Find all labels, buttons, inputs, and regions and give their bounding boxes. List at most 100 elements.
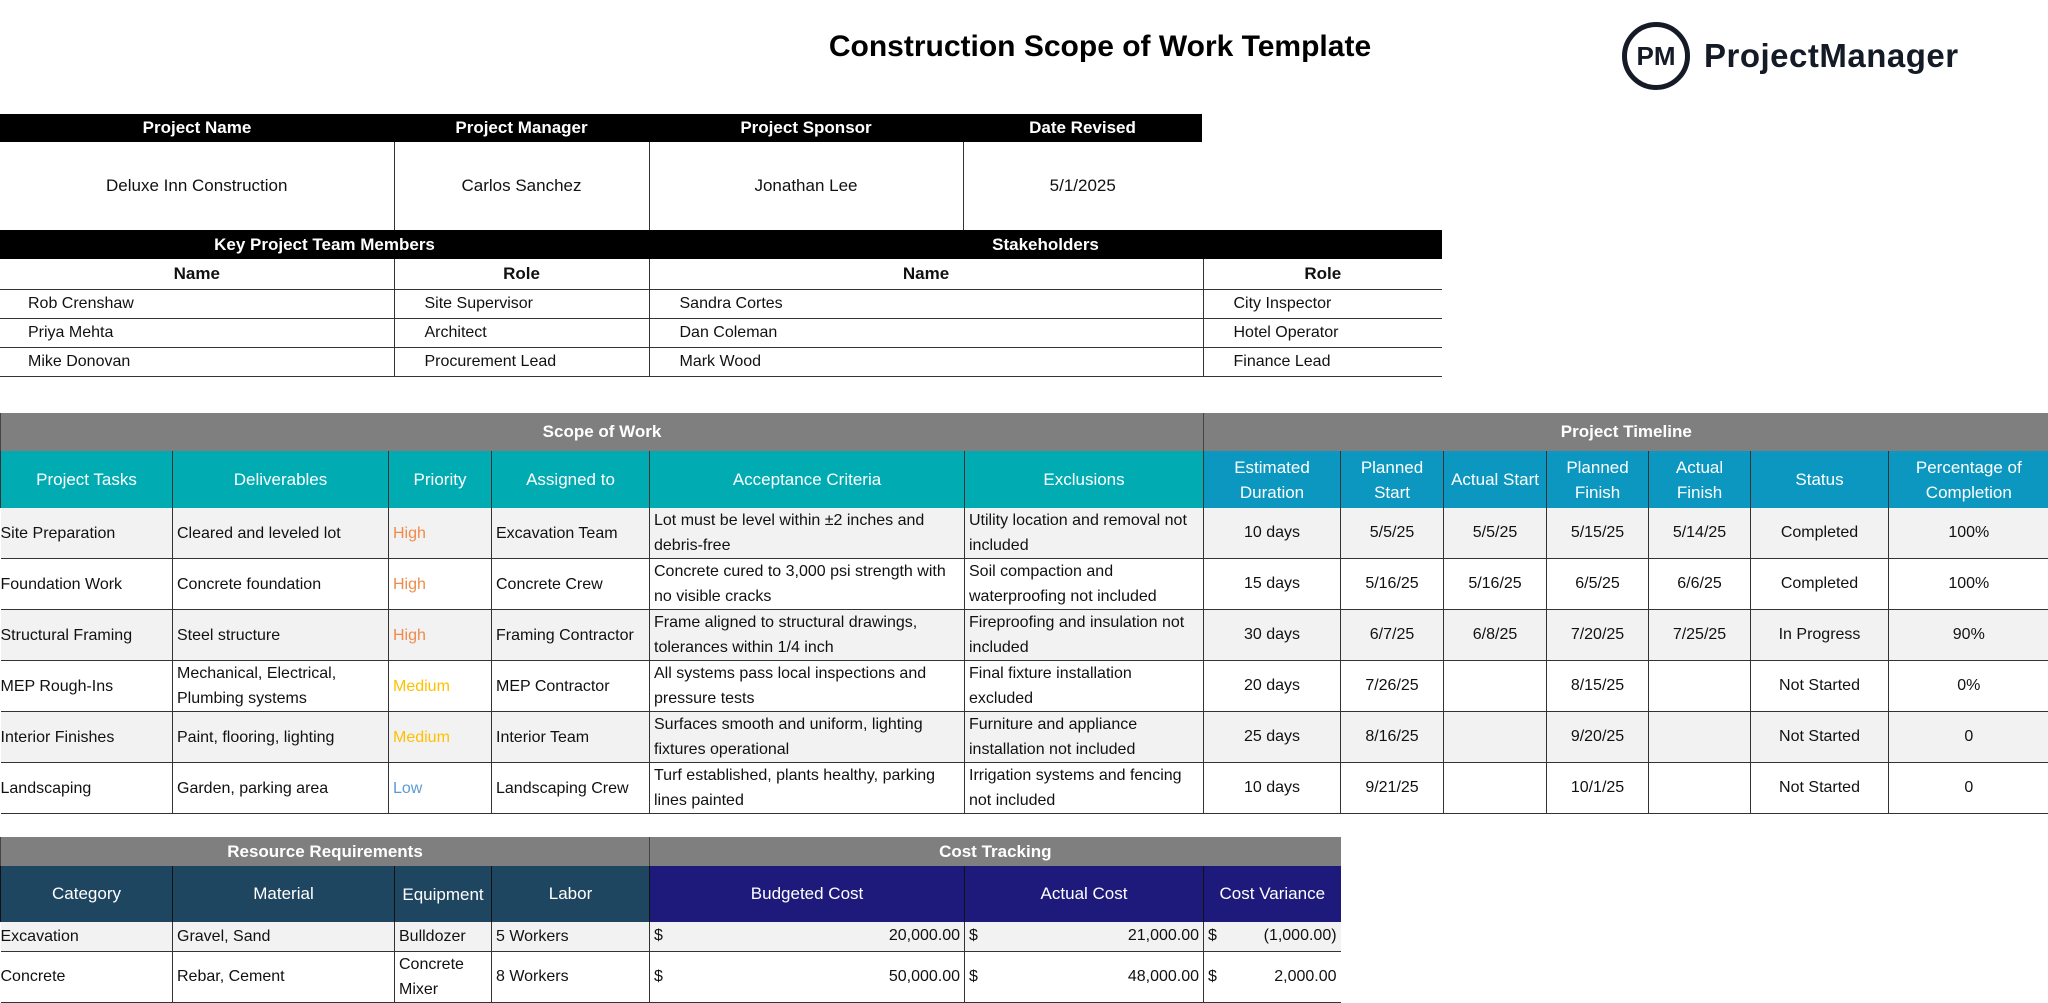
scope-column-header: Planned Finish	[1547, 451, 1649, 508]
resource-cell-material: Gravel, Sand	[173, 922, 395, 951]
scope-column-header: Actual Finish	[1649, 451, 1751, 508]
currency-symbol: $	[654, 927, 663, 945]
scope-cell-assigned-to: Landscaping Crew	[492, 763, 650, 814]
scope-cell-exclusions: Fireproofing and insulation not included	[965, 610, 1204, 661]
scope-cell-estimated-duration: 25 days	[1204, 712, 1341, 763]
scope-column-header: Planned Start	[1341, 451, 1444, 508]
scope-cell-planned-start: 7/26/25	[1341, 661, 1444, 712]
team-role: Architect	[394, 318, 649, 347]
scope-column-header: Status	[1751, 451, 1889, 508]
scope-cell-planned-finish: 9/20/25	[1547, 712, 1649, 763]
scope-cell-estimated-duration: 15 days	[1204, 559, 1341, 610]
scope-cell-percentage-of-completion: 100%	[1889, 508, 2048, 559]
scope-cell-planned-finish: 7/20/25	[1547, 610, 1649, 661]
resource-column-header: Budgeted Cost	[650, 866, 965, 922]
resource-cell-material: Rebar, Cement	[173, 951, 395, 1002]
team-role: Site Supervisor	[394, 289, 649, 318]
resource-cell-equipment: Concrete Mixer	[395, 951, 492, 1002]
project-info-value: Carlos Sanchez	[394, 142, 649, 230]
scope-column-header: Deliverables	[173, 451, 389, 508]
amount-value: (1,000.00)	[1264, 927, 1337, 945]
scope-column-header: Actual Start	[1444, 451, 1547, 508]
scope-cell-status: Completed	[1751, 559, 1889, 610]
resource-cell-equipment: Bulldozer	[395, 922, 492, 951]
scope-cell-planned-start: 9/21/25	[1341, 763, 1444, 814]
scope-cell-deliverables: Steel structure	[173, 610, 389, 661]
resource-column-header: Actual Cost	[965, 866, 1204, 922]
scope-cell-percentage-of-completion: 0	[1889, 763, 2048, 814]
scope-cell-exclusions: Utility location and removal not include…	[965, 508, 1204, 559]
scope-column-header: Exclusions	[965, 451, 1204, 508]
scope-cell-project-tasks: Interior Finishes	[1, 712, 173, 763]
scope-cell-acceptance-criteria: Concrete cured to 3,000 psi strength wit…	[650, 559, 965, 610]
scope-cell-exclusions: Final fixture installation excluded	[965, 661, 1204, 712]
scope-cell-status: In Progress	[1751, 610, 1889, 661]
resource-cell-category: Excavation	[1, 922, 173, 951]
scope-cell-exclusions: Irrigation systems and fencing not inclu…	[965, 763, 1204, 814]
resource-cell-actual-cost: $48,000.00	[965, 951, 1204, 1002]
team-name: Mike Donovan	[0, 347, 394, 376]
resource-cell-labor: 5 Workers	[492, 922, 650, 951]
team-role: Procurement Lead	[394, 347, 649, 376]
project-info-value: Jonathan Lee	[649, 142, 963, 230]
resource-cost-table: Resource Requirements Cost Tracking Cate…	[0, 837, 1341, 1003]
resource-cell-cost-variance: $2,000.00	[1204, 951, 1341, 1002]
currency-symbol: $	[969, 968, 978, 986]
scope-cell-actual-start: 5/5/25	[1444, 508, 1547, 559]
currency-symbol: $	[1208, 927, 1217, 945]
scope-of-work-table: Scope of Work Project Timeline Project T…	[0, 413, 2048, 814]
team-name-header: Name	[0, 259, 394, 289]
scope-cell-percentage-of-completion: 100%	[1889, 559, 2048, 610]
cost-section-header: Cost Tracking	[650, 837, 1341, 866]
scope-cell-assigned-to: Framing Contractor	[492, 610, 650, 661]
scope-cell-acceptance-criteria: Frame aligned to structural drawings, to…	[650, 610, 965, 661]
currency-symbol: $	[1208, 968, 1217, 986]
scope-cell-deliverables: Concrete foundation	[173, 559, 389, 610]
team-members-title: Key Project Team Members	[0, 230, 649, 259]
scope-cell-priority: High	[389, 559, 492, 610]
resource-cell-actual-cost: $21,000.00	[965, 922, 1204, 951]
team-stakeholders-table: Key Project Team Members Stakeholders Na…	[0, 230, 1442, 377]
scope-cell-status: Completed	[1751, 508, 1889, 559]
project-info-value: Deluxe Inn Construction	[0, 142, 394, 230]
scope-cell-planned-finish: 6/5/25	[1547, 559, 1649, 610]
scope-cell-project-tasks: Landscaping	[1, 763, 173, 814]
team-role-header: Role	[394, 259, 649, 289]
scope-cell-status: Not Started	[1751, 763, 1889, 814]
scope-cell-priority: High	[389, 610, 492, 661]
scope-cell-deliverables: Mechanical, Electrical, Plumbing systems	[173, 661, 389, 712]
scope-column-header: Acceptance Criteria	[650, 451, 965, 508]
resources-section-header: Resource Requirements	[1, 837, 650, 866]
project-info-header: Project Name	[0, 114, 394, 142]
amount-value: 50,000.00	[889, 968, 960, 986]
projectmanager-logo: PM ProjectManager	[1622, 22, 1959, 90]
team-name: Priya Mehta	[0, 318, 394, 347]
resource-column-header: Equipment	[395, 866, 492, 922]
currency-amount: $48,000.00	[969, 968, 1199, 986]
scope-column-header: Percentage of Completion	[1889, 451, 2048, 508]
currency-amount: $21,000.00	[969, 927, 1199, 945]
project-info-header: Date Revised	[963, 114, 1202, 142]
scope-cell-estimated-duration: 20 days	[1204, 661, 1341, 712]
scope-cell-actual-start: 6/8/25	[1444, 610, 1547, 661]
scope-cell-priority: Low	[389, 763, 492, 814]
resource-cell-budgeted-cost: $20,000.00	[650, 922, 965, 951]
pm-logo-icon: PM	[1622, 22, 1690, 90]
scope-cell-planned-start: 5/16/25	[1341, 559, 1444, 610]
resource-cell-category: Concrete	[1, 951, 173, 1002]
team-s-role: Hotel Operator	[1203, 318, 1442, 347]
scope-cell-actual-start: 5/16/25	[1444, 559, 1547, 610]
resource-cell-labor: 8 Workers	[492, 951, 650, 1002]
scope-cell-acceptance-criteria: Turf established, plants healthy, parkin…	[650, 763, 965, 814]
amount-value: 2,000.00	[1274, 968, 1336, 986]
project-info-header: Project Sponsor	[649, 114, 963, 142]
currency-amount: $2,000.00	[1208, 968, 1337, 986]
